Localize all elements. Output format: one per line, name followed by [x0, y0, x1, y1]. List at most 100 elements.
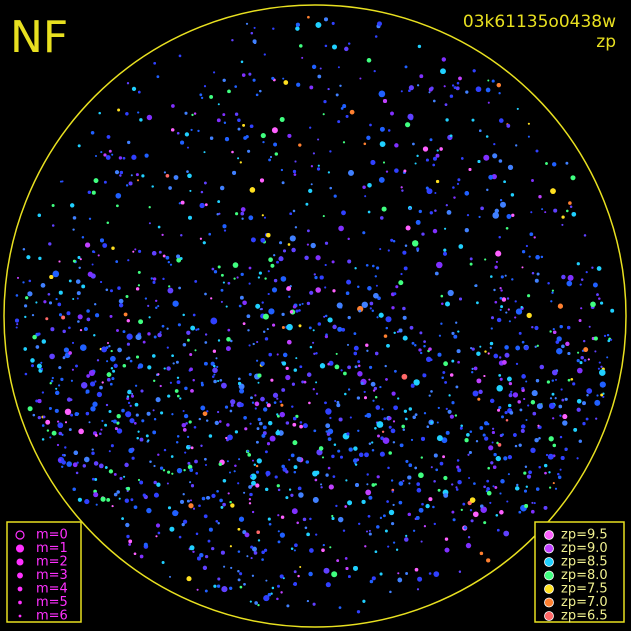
star	[554, 487, 558, 490]
star	[500, 305, 504, 309]
star	[93, 178, 99, 183]
star	[115, 192, 122, 199]
star	[126, 342, 130, 346]
star	[250, 396, 253, 400]
star	[220, 550, 225, 555]
star	[324, 44, 328, 48]
star	[369, 301, 374, 306]
star	[331, 454, 335, 459]
star	[94, 380, 97, 383]
star	[74, 412, 79, 417]
star	[538, 195, 542, 199]
star	[398, 280, 404, 286]
star	[374, 351, 379, 356]
star	[369, 579, 374, 584]
star	[206, 410, 209, 413]
star	[342, 529, 346, 532]
star	[281, 388, 286, 392]
star	[260, 133, 266, 139]
star	[216, 365, 219, 368]
star	[208, 527, 213, 532]
star	[414, 567, 419, 572]
star	[319, 363, 326, 369]
star	[347, 388, 351, 391]
star	[510, 193, 515, 197]
star	[434, 271, 439, 276]
star	[112, 369, 116, 373]
star	[110, 350, 113, 353]
star	[248, 372, 252, 376]
star	[242, 300, 247, 306]
star	[313, 352, 316, 356]
star	[139, 118, 143, 122]
star	[221, 382, 227, 389]
star	[521, 250, 526, 254]
star	[94, 303, 97, 306]
star	[215, 357, 218, 360]
star	[346, 279, 352, 285]
star	[341, 210, 346, 216]
star	[86, 374, 90, 378]
star	[234, 464, 237, 468]
star	[345, 566, 349, 571]
star	[96, 391, 103, 398]
star	[577, 351, 580, 354]
star	[378, 90, 386, 98]
star	[525, 380, 528, 383]
star	[423, 345, 426, 348]
star	[23, 347, 27, 351]
star	[206, 419, 209, 422]
star	[298, 324, 302, 328]
star	[443, 85, 446, 88]
star	[455, 486, 458, 489]
star	[389, 590, 392, 594]
star	[88, 217, 92, 220]
star	[552, 417, 555, 420]
star	[171, 104, 175, 108]
star	[257, 417, 262, 422]
star	[306, 229, 310, 233]
star	[420, 351, 423, 355]
star	[525, 418, 528, 422]
star	[367, 183, 372, 188]
star	[247, 453, 251, 457]
star	[123, 312, 128, 317]
star	[374, 426, 377, 430]
star	[487, 466, 491, 470]
star	[435, 179, 440, 184]
star	[461, 157, 464, 160]
star	[181, 422, 187, 428]
star	[420, 436, 426, 441]
star	[58, 384, 61, 387]
star	[523, 471, 527, 475]
star	[153, 464, 156, 468]
star	[567, 351, 571, 356]
star	[280, 515, 285, 519]
star	[292, 422, 297, 427]
star	[507, 376, 512, 382]
star	[295, 309, 299, 313]
star	[91, 477, 95, 481]
star	[417, 44, 422, 49]
star	[159, 466, 164, 470]
star	[247, 329, 250, 332]
star	[430, 421, 434, 424]
star	[135, 334, 142, 341]
star	[24, 372, 28, 376]
star	[186, 338, 190, 342]
star	[282, 77, 285, 80]
star	[106, 372, 112, 377]
star	[125, 295, 129, 298]
star	[116, 428, 123, 434]
star	[489, 341, 494, 346]
star	[280, 591, 283, 594]
star	[338, 225, 344, 232]
star	[265, 579, 268, 582]
star	[498, 406, 502, 410]
star	[498, 356, 502, 359]
star	[63, 347, 69, 353]
star	[224, 137, 230, 142]
star	[105, 288, 109, 292]
star	[58, 313, 63, 317]
star	[387, 249, 390, 252]
